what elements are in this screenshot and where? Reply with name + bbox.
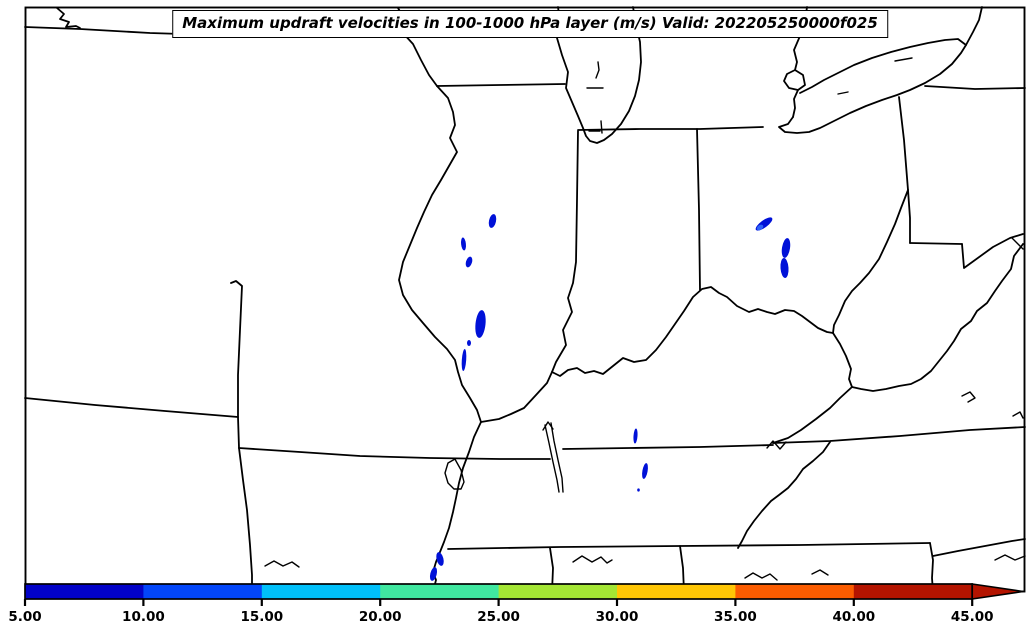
kansas-oklahoma-border <box>24 397 239 418</box>
northcarolina-southcarolina-border <box>932 538 1026 557</box>
wisconsin-illinois-border <box>436 83 566 87</box>
colorbar-segment-15-20 <box>261 584 381 599</box>
updraft-region-tennessee-2 <box>642 463 648 479</box>
colorbar-segment-10-15 <box>143 584 263 599</box>
colorbar: 5.00 10.00 15.00 20.00 25.00 30.00 35.00 40.00 4… <box>8 583 1024 625</box>
colorbar-segment-35-40 <box>735 584 855 599</box>
colorbar-segment-25-30 <box>498 584 618 599</box>
newyork-pennsylvania-border <box>924 85 1026 90</box>
lake-michigan <box>556 6 642 144</box>
oklahoma-arkansas-border <box>238 447 253 593</box>
colorbar-segment-5-10 <box>25 584 144 599</box>
colorbar-segment-30-35 <box>617 584 736 599</box>
lake-st-clair <box>783 69 806 91</box>
tennessee-river-hook <box>542 421 554 431</box>
river-squiggle-georgia-2 <box>811 569 829 576</box>
river-squiggle-southeast <box>994 554 1026 561</box>
updraft-region-ohio-3 <box>780 258 789 278</box>
ohio-river-westvirginia <box>832 189 909 334</box>
illinois-indiana-border <box>551 130 579 373</box>
indiana-ohio-border <box>696 128 701 291</box>
mississippi-river-illinois <box>398 85 482 423</box>
lake-erie-north-shore <box>799 38 967 94</box>
colorbar-segment-20-25 <box>380 584 500 599</box>
updraft-region-mississippi-2 <box>429 567 438 581</box>
ohio-river-lower <box>480 371 553 423</box>
updraft-region-illinois-3 <box>465 256 473 268</box>
colorbar-tick-label: 20.00 <box>359 609 402 625</box>
maryland-border-line <box>909 242 963 245</box>
virginia-river-squiggle-2 <box>1012 411 1024 419</box>
updraft-region-illinois-2 <box>461 237 466 251</box>
map-title: Maximum updraft velocities in 100-1000 h… <box>172 10 888 38</box>
kentucky-tennessee-border <box>562 444 774 450</box>
tennessee-northcarolina-border <box>737 441 831 549</box>
colorbar-tick-label: 45.00 <box>951 609 994 625</box>
colorbar-over-arrow <box>971 583 1024 600</box>
lake-erie-south-shore <box>778 44 967 134</box>
detroit-river <box>792 89 799 118</box>
updraft-region-tennessee-1 <box>633 428 638 444</box>
tennessee-virginia-border <box>772 426 1026 444</box>
missouri-kansas-border <box>230 280 243 449</box>
lake-erie-island-dash-2 <box>837 91 849 95</box>
updraft-region-tennessee-3 <box>637 488 640 492</box>
updraft-region-ohio-1 <box>755 217 773 231</box>
pennsylvania-westvirginia-border <box>907 189 911 244</box>
kentucky-virginia-border <box>772 386 853 444</box>
river-squiggle-georgia-1 <box>744 572 778 581</box>
colorbar-tick-label: 15.00 <box>240 609 283 625</box>
westvirginia-virginia-border <box>851 243 1024 392</box>
arkansas-river-squiggle <box>264 560 300 568</box>
updraft-region-illinois-1 <box>488 214 497 228</box>
updraft-region-ohio-2 <box>781 238 791 258</box>
missouri-arkansas-border <box>238 447 551 460</box>
virginia-river-squiggle-1 <box>961 391 976 403</box>
updraft-region-illinois-5 <box>467 340 471 346</box>
kentucky-bend-loop <box>444 458 465 490</box>
niagara-outlet <box>965 6 983 46</box>
colorbar-tick-label: 5.00 <box>8 609 41 625</box>
updraft-region-mississippi-1 <box>436 552 444 566</box>
ohio-pennsylvania-border <box>898 96 909 191</box>
colorbar-tick-label: 30.00 <box>596 609 639 625</box>
lake-michigan-dash-4 <box>600 120 603 134</box>
des-moines-river <box>56 7 81 29</box>
map-frame-border <box>24 6 1026 593</box>
map-title-text: Maximum updraft velocities in 100-1000 h… <box>182 14 878 32</box>
ohio-river-kentucky <box>551 286 834 377</box>
tennessee-river-alabama <box>572 555 613 564</box>
lake-erie-island-dash-1 <box>894 57 913 62</box>
tennessee-river-west-channel <box>544 424 560 493</box>
indiana-michigan-border <box>577 126 764 131</box>
maryland-panhandle <box>961 233 1024 269</box>
colorbar-tick-label: 35.00 <box>714 609 757 625</box>
colorbar-tick-label: 10.00 <box>122 609 165 625</box>
tennessee-alabama-georgia-border <box>447 542 931 550</box>
updraft-region-layer <box>429 214 791 581</box>
mississippi-river-lower <box>432 421 482 593</box>
colorbar-tick-label: 40.00 <box>832 609 875 625</box>
updraft-region-ohio-1-core <box>756 224 764 231</box>
colorbar-tick-label: 25.00 <box>477 609 520 625</box>
state-boundaries <box>24 6 1026 593</box>
tennessee-river-east-channel <box>550 422 564 493</box>
lake-michigan-dash-1 <box>595 61 600 79</box>
updraft-region-illinois-4 <box>475 310 486 338</box>
big-sandy-river <box>832 332 853 388</box>
updraft-region-illinois-6 <box>461 349 467 371</box>
colorbar-segment-40-45 <box>853 584 973 599</box>
